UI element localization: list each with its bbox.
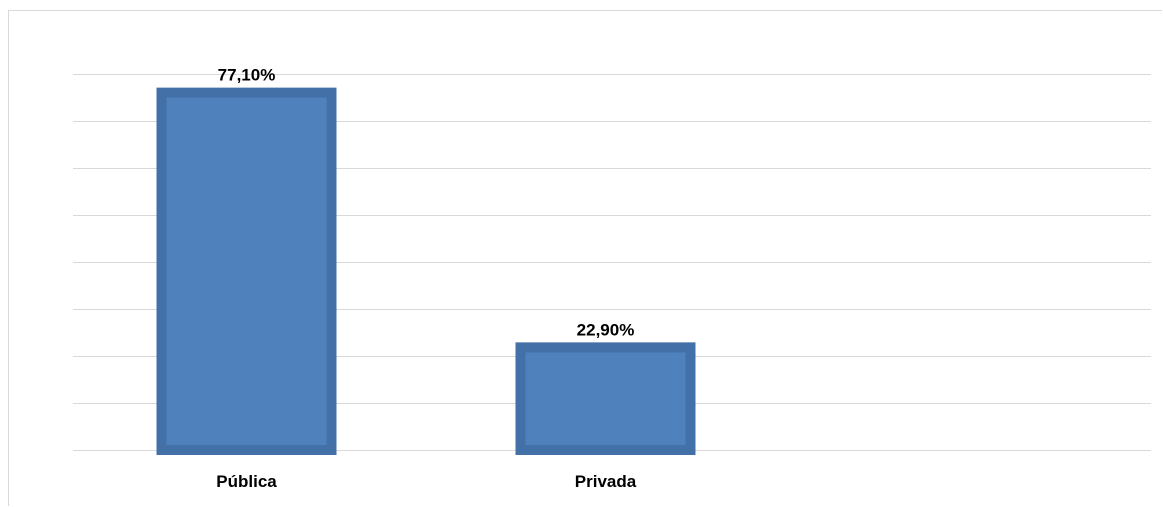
bar-privada (515, 342, 696, 455)
category-label: Privada (575, 472, 637, 491)
chart-frame (8, 10, 1162, 506)
bars (156, 87, 696, 455)
labels: 77,10% Pública 22,90% Privada (216, 66, 636, 491)
data-label: 22,90% (577, 320, 635, 339)
bar-publica (156, 87, 337, 455)
category-label: Pública (216, 472, 277, 491)
data-label: 77,10% (218, 66, 276, 85)
